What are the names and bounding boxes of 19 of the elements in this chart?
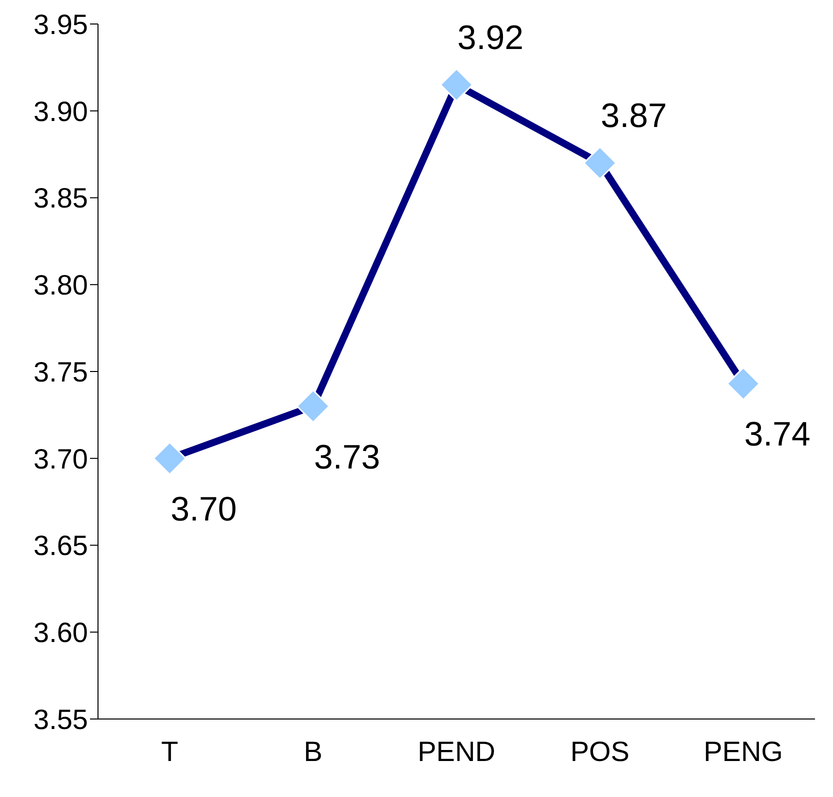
x-tick-label: POS	[570, 736, 630, 767]
y-tick-label: 3.70	[34, 443, 88, 474]
y-tick-label: 3.60	[34, 617, 88, 648]
data-label: 3.92	[457, 18, 524, 57]
data-label: 3.70	[170, 490, 237, 528]
x-tick-label: PENG	[704, 736, 783, 767]
data-label: 3.74	[744, 416, 810, 454]
data-label: 3.73	[314, 438, 380, 476]
y-tick-label: 3.95	[34, 8, 88, 40]
data-label: 3.87	[600, 97, 667, 135]
x-tick-label: T	[161, 736, 178, 767]
y-tick-label: 3.55	[34, 704, 88, 735]
x-tick-label: B	[304, 736, 322, 767]
y-tick-label: 3.90	[34, 96, 88, 127]
y-tick-label: 3.85	[34, 182, 88, 214]
x-tick-label: PEND	[418, 736, 496, 767]
y-tick-label: 3.80	[34, 270, 88, 301]
y-tick-label: 3.65	[34, 530, 88, 562]
y-tick-label: 3.75	[34, 356, 88, 388]
